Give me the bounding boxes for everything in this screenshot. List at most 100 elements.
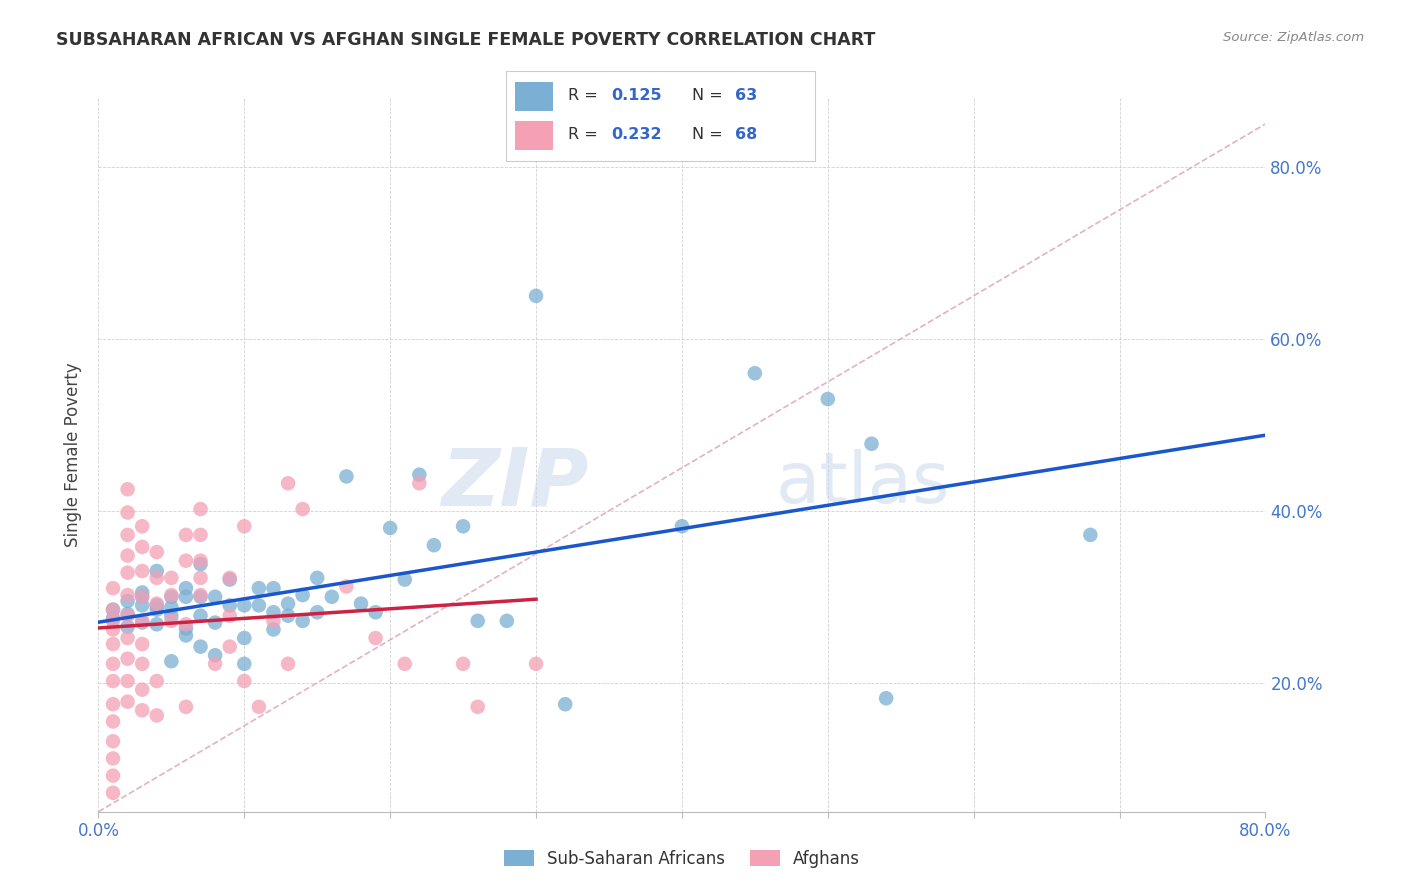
- Point: [131, 519, 153, 533]
- Point: [174, 617, 197, 632]
- Point: [101, 698, 124, 712]
- Text: R =: R =: [568, 128, 603, 142]
- Point: [451, 657, 474, 671]
- Point: [204, 590, 226, 604]
- Point: [307, 605, 329, 619]
- Point: [101, 769, 124, 783]
- Point: [131, 637, 153, 651]
- Point: [335, 579, 357, 593]
- Point: [408, 476, 430, 491]
- Point: [204, 615, 226, 630]
- Point: [190, 557, 212, 571]
- Point: [335, 469, 357, 483]
- Point: [117, 673, 139, 688]
- Point: [131, 657, 153, 671]
- Point: [277, 476, 299, 491]
- Point: [218, 608, 240, 623]
- Point: [146, 599, 169, 613]
- Point: [101, 611, 124, 625]
- Point: [875, 691, 897, 706]
- Point: [364, 631, 387, 645]
- Point: [131, 682, 153, 697]
- Point: [218, 573, 240, 587]
- Text: atlas: atlas: [775, 449, 949, 518]
- Point: [146, 545, 169, 559]
- Text: R =: R =: [568, 88, 603, 103]
- Point: [146, 571, 169, 585]
- Point: [1080, 528, 1102, 542]
- Point: [190, 571, 212, 585]
- Point: [101, 602, 124, 616]
- Point: [204, 657, 226, 671]
- Point: [117, 483, 139, 497]
- Point: [394, 573, 416, 587]
- Point: [101, 614, 124, 628]
- Point: [218, 640, 240, 654]
- Text: 63: 63: [735, 88, 758, 103]
- Point: [190, 608, 212, 623]
- Point: [291, 588, 314, 602]
- Point: [190, 588, 212, 602]
- Point: [117, 588, 139, 602]
- Point: [451, 519, 474, 533]
- Point: [117, 506, 139, 520]
- Point: [233, 599, 256, 613]
- Point: [160, 588, 183, 602]
- Point: [101, 673, 124, 688]
- Point: [291, 502, 314, 516]
- Point: [218, 599, 240, 613]
- Point: [101, 786, 124, 800]
- Point: [174, 628, 197, 642]
- Point: [277, 608, 299, 623]
- Point: [101, 623, 124, 637]
- Point: [131, 540, 153, 554]
- Point: [117, 607, 139, 621]
- Point: [117, 631, 139, 645]
- Point: [218, 571, 240, 585]
- Point: [174, 590, 197, 604]
- Point: [146, 617, 169, 632]
- Point: [146, 597, 169, 611]
- Legend: Sub-Saharan Africans, Afghans: Sub-Saharan Africans, Afghans: [496, 844, 868, 875]
- Point: [190, 554, 212, 568]
- Point: [117, 549, 139, 563]
- Point: [160, 600, 183, 615]
- Point: [262, 614, 284, 628]
- Point: [131, 703, 153, 717]
- Point: [101, 637, 124, 651]
- Point: [467, 614, 489, 628]
- Point: [277, 657, 299, 671]
- Y-axis label: Single Female Poverty: Single Female Poverty: [65, 363, 83, 547]
- Point: [423, 538, 446, 552]
- Point: [291, 614, 314, 628]
- Point: [131, 615, 153, 630]
- Point: [307, 571, 329, 585]
- Point: [554, 698, 576, 712]
- Point: [233, 673, 256, 688]
- Point: [190, 502, 212, 516]
- Point: [146, 602, 169, 616]
- Point: [131, 590, 153, 604]
- Point: [467, 699, 489, 714]
- Point: [160, 614, 183, 628]
- Point: [394, 657, 416, 671]
- Point: [277, 597, 299, 611]
- Point: [262, 581, 284, 595]
- Point: [117, 566, 139, 580]
- Text: N =: N =: [692, 88, 728, 103]
- Point: [131, 564, 153, 578]
- FancyBboxPatch shape: [516, 82, 553, 111]
- Point: [408, 467, 430, 482]
- Point: [190, 528, 212, 542]
- Point: [233, 631, 256, 645]
- Point: [117, 695, 139, 709]
- Point: [860, 436, 883, 450]
- Point: [101, 657, 124, 671]
- Text: 0.125: 0.125: [612, 88, 662, 103]
- Text: SUBSAHARAN AFRICAN VS AFGHAN SINGLE FEMALE POVERTY CORRELATION CHART: SUBSAHARAN AFRICAN VS AFGHAN SINGLE FEMA…: [56, 31, 876, 49]
- Point: [174, 554, 197, 568]
- Point: [117, 528, 139, 542]
- Point: [117, 594, 139, 608]
- Point: [174, 581, 197, 595]
- Point: [262, 605, 284, 619]
